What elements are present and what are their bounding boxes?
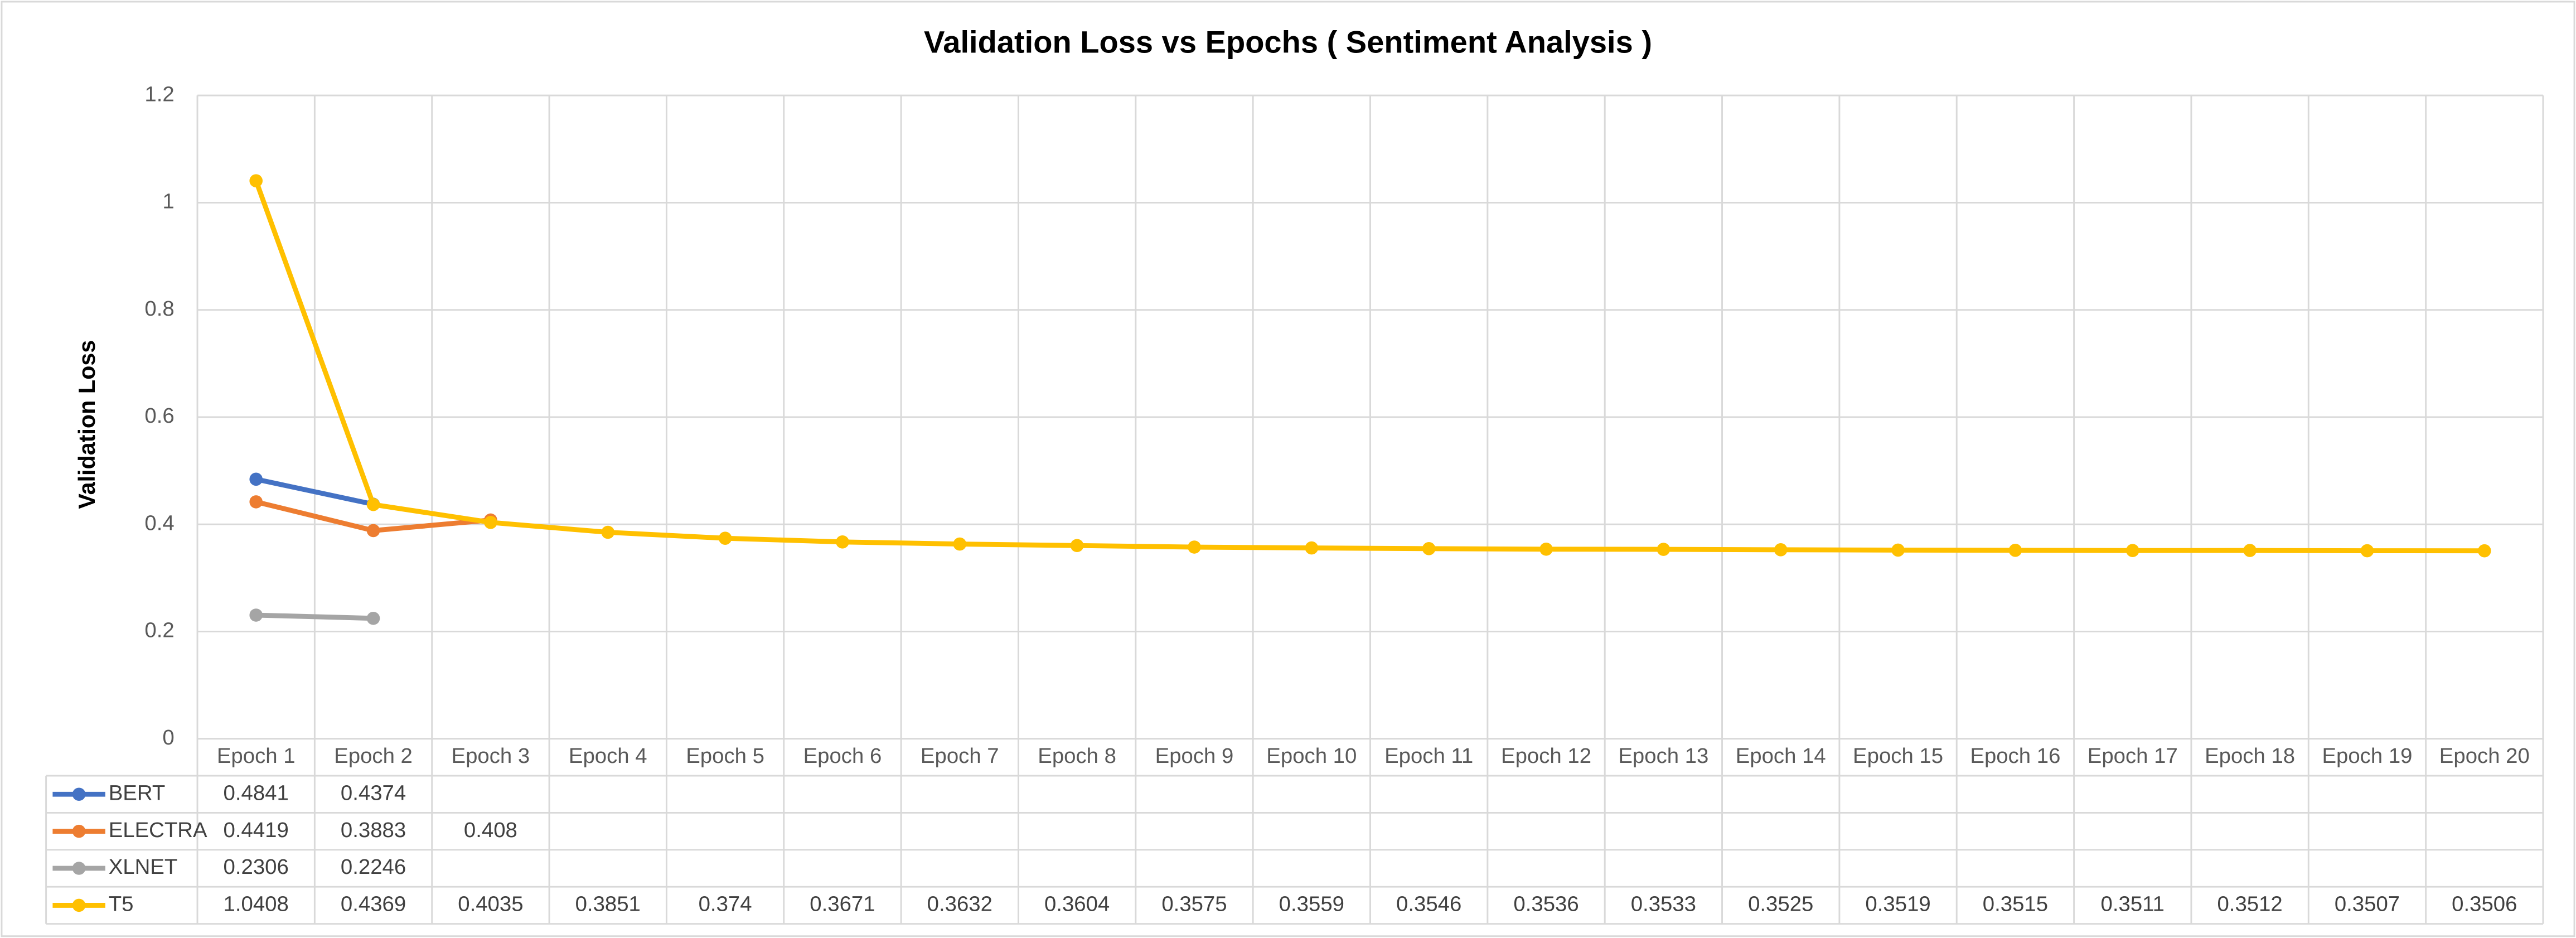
legend-key-marker — [72, 824, 86, 838]
x-tick-label: Epoch 8 — [1038, 744, 1116, 768]
series-line — [253, 476, 376, 507]
table-cell: 0.408 — [464, 818, 517, 842]
table-cell: 0.3632 — [927, 892, 992, 916]
data-point — [1188, 540, 1201, 554]
data-point — [718, 531, 732, 545]
legend-key-marker — [72, 787, 86, 801]
table-cell: 0.3507 — [2335, 892, 2400, 916]
data-point — [601, 525, 615, 539]
data-point — [249, 472, 263, 486]
series-line — [253, 178, 2487, 554]
legend-label: T5 — [109, 892, 134, 916]
table-cell: 0.3525 — [1748, 892, 1813, 916]
table-cell: 0.3511 — [2101, 892, 2165, 916]
legend-key-marker — [72, 898, 86, 912]
table-cell: 0.3883 — [341, 818, 406, 842]
table-cell: 0.3851 — [575, 892, 641, 916]
data-point — [249, 495, 263, 509]
data-point — [366, 524, 380, 538]
data-point — [1657, 543, 1670, 556]
data-point — [2478, 544, 2491, 558]
table-cell: 0.3559 — [1279, 892, 1344, 916]
table-cell: 0.3506 — [2452, 892, 2517, 916]
x-tick-label: Epoch 3 — [452, 744, 530, 768]
table-cell: 0.3604 — [1044, 892, 1110, 916]
data-point — [2360, 544, 2374, 558]
data-point — [1422, 542, 1436, 555]
y-tick-label: 0.8 — [144, 297, 174, 321]
data-point — [366, 497, 380, 511]
series-line — [253, 612, 376, 621]
table-cell: 0.3536 — [1513, 892, 1578, 916]
x-tick-label: Epoch 4 — [569, 744, 647, 768]
data-point — [2008, 543, 2022, 557]
legend-label: XLNET — [109, 855, 178, 879]
data-point — [1305, 541, 1319, 555]
legend-label: ELECTRA — [109, 818, 207, 842]
y-tick-label: 0.6 — [144, 404, 174, 428]
x-tick-label: Epoch 11 — [1384, 744, 1473, 768]
x-tick-label: Epoch 12 — [1501, 744, 1591, 768]
table-cell: 0.2306 — [224, 855, 289, 879]
table-cell: 0.3671 — [810, 892, 875, 916]
table-cell: 0.2246 — [341, 855, 406, 879]
x-tick-label: Epoch 14 — [1736, 744, 1826, 768]
table-cell: 0.374 — [699, 892, 752, 916]
x-tick-label: Epoch 6 — [803, 744, 882, 768]
x-tick-label: Epoch 7 — [921, 744, 999, 768]
table-cell: 0.3512 — [2217, 892, 2282, 916]
y-tick-label: 1.2 — [144, 82, 174, 106]
table-cell: 0.4841 — [224, 781, 289, 805]
y-tick-label: 1 — [162, 190, 174, 214]
legend-label: BERT — [109, 781, 166, 805]
y-tick-label: 0.2 — [144, 618, 174, 642]
table-cell: 0.3546 — [1396, 892, 1461, 916]
data-point — [836, 535, 849, 549]
table-cell: 0.3575 — [1161, 892, 1227, 916]
x-tick-label: Epoch 5 — [686, 744, 764, 768]
data-point — [2125, 544, 2139, 557]
chart-title: Validation Loss vs Epochs ( Sentiment An… — [924, 25, 1652, 60]
x-tick-label: Epoch 1 — [217, 744, 296, 768]
x-tick-label: Epoch 16 — [1970, 744, 2060, 768]
table-cell: 0.3533 — [1631, 892, 1696, 916]
x-tick-label: Epoch 9 — [1155, 744, 1234, 768]
data-point — [1891, 543, 1905, 557]
legend-key-marker — [72, 862, 86, 875]
y-tick-label: 0 — [162, 726, 174, 750]
data-point — [953, 537, 967, 551]
x-tick-label: Epoch 10 — [1266, 744, 1357, 768]
x-tick-label: Epoch 17 — [2088, 744, 2178, 768]
table-cell: 0.3515 — [1983, 892, 2048, 916]
table-cell: 0.4374 — [341, 781, 406, 805]
table-cell: 0.4419 — [224, 818, 289, 842]
data-point — [1539, 542, 1553, 556]
table-cell: 0.4369 — [341, 892, 406, 916]
data-point — [249, 174, 263, 187]
data-point — [484, 516, 497, 529]
data-point — [1774, 543, 1788, 557]
y-tick-label: 0.4 — [144, 511, 174, 535]
x-tick-label: Epoch 13 — [1618, 744, 1708, 768]
data-point — [2243, 544, 2257, 557]
x-tick-label: Epoch 2 — [334, 744, 413, 768]
x-tick-label: Epoch 18 — [2205, 744, 2295, 768]
data-point — [249, 608, 263, 622]
table-cell: 0.4035 — [458, 892, 523, 916]
table-cell: 0.3519 — [1865, 892, 1930, 916]
x-tick-label: Epoch 20 — [2439, 744, 2530, 768]
x-tick-label: Epoch 15 — [1853, 744, 1943, 768]
x-tick-label: Epoch 19 — [2322, 744, 2412, 768]
table-cell: 1.0408 — [224, 892, 289, 916]
data-point — [366, 611, 380, 625]
y-axis-title: Validation Loss — [74, 340, 100, 509]
data-point — [1070, 539, 1084, 553]
